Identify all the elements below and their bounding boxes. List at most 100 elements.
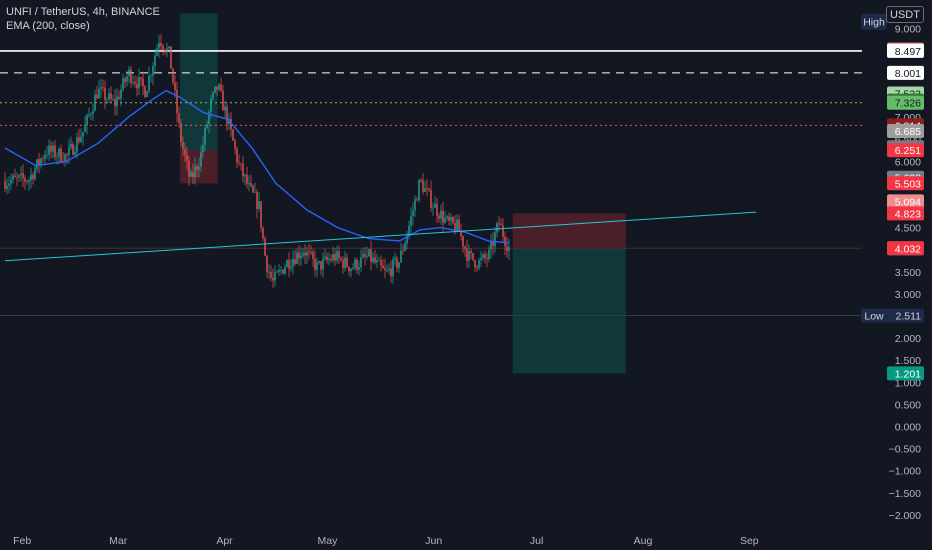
price-label-box[interactable] (887, 206, 924, 221)
candle-body[interactable] (120, 89, 122, 99)
candle-body[interactable] (118, 96, 120, 99)
candle-body[interactable] (372, 257, 374, 262)
candle-body[interactable] (156, 48, 158, 56)
candle-body[interactable] (130, 69, 132, 83)
price-label-box[interactable] (887, 143, 924, 158)
candle-body[interactable] (264, 238, 266, 256)
candle-body[interactable] (162, 45, 164, 50)
candle-body[interactable] (460, 231, 462, 236)
candle-body[interactable] (96, 94, 98, 99)
candle-body[interactable] (202, 144, 204, 153)
candle-body[interactable] (490, 241, 492, 250)
long-position-profit-zone[interactable] (179, 13, 218, 151)
candle-body[interactable] (454, 223, 456, 232)
candle-body[interactable] (440, 210, 442, 219)
candle-body[interactable] (216, 86, 218, 90)
candle-body[interactable] (270, 271, 272, 278)
candle-body[interactable] (428, 188, 430, 191)
candle-body[interactable] (72, 143, 74, 155)
candle-body[interactable] (394, 258, 396, 260)
candle-body[interactable] (492, 241, 494, 247)
candle-body[interactable] (178, 113, 180, 123)
candle-body[interactable] (306, 251, 308, 256)
candle-body[interactable] (188, 160, 190, 177)
candle-body[interactable] (282, 269, 284, 274)
candle-body[interactable] (46, 154, 48, 156)
candle-body[interactable] (478, 260, 480, 268)
candle-body[interactable] (160, 43, 162, 46)
candle-body[interactable] (168, 46, 170, 49)
candle-body[interactable] (332, 254, 334, 261)
candle-body[interactable] (190, 171, 192, 177)
candle-body[interactable] (476, 267, 478, 268)
candle-body[interactable] (132, 82, 134, 83)
candle-body[interactable] (14, 175, 16, 178)
candle-body[interactable] (254, 191, 256, 193)
candle-body[interactable] (398, 262, 400, 268)
candle-body[interactable] (430, 190, 432, 208)
candle-body[interactable] (286, 260, 288, 268)
candle-body[interactable] (70, 143, 72, 148)
candle-body[interactable] (292, 259, 294, 267)
price-label-box[interactable] (887, 194, 924, 209)
candle-body[interactable] (256, 191, 258, 209)
candle-body[interactable] (52, 145, 54, 152)
candle-body[interactable] (280, 269, 282, 271)
candle-body[interactable] (170, 46, 172, 69)
candle-body[interactable] (278, 269, 280, 272)
candle-body[interactable] (364, 254, 366, 257)
candle-body[interactable] (474, 260, 476, 268)
candle-body[interactable] (222, 90, 224, 111)
candle-body[interactable] (408, 225, 410, 236)
candle-body[interactable] (334, 254, 336, 261)
candle-body[interactable] (384, 268, 386, 271)
candle-body[interactable] (346, 257, 348, 267)
candle-body[interactable] (482, 254, 484, 258)
candle-body[interactable] (224, 106, 226, 111)
candle-body[interactable] (250, 182, 252, 186)
short-position-profit-zone[interactable] (512, 248, 626, 374)
candle-body[interactable] (18, 175, 20, 178)
candle-body[interactable] (106, 99, 108, 101)
candle-body[interactable] (504, 236, 506, 247)
candle-body[interactable] (400, 250, 402, 263)
candle-body[interactable] (488, 249, 490, 259)
candle-body[interactable] (350, 269, 352, 272)
candle-body[interactable] (78, 137, 80, 142)
candle-body[interactable] (464, 246, 466, 249)
candle-body[interactable] (284, 267, 286, 274)
candle-body[interactable] (64, 154, 66, 163)
candle-body[interactable] (338, 251, 340, 258)
candle-body[interactable] (206, 124, 208, 128)
candle-body[interactable] (314, 258, 316, 270)
candle-body[interactable] (198, 166, 200, 170)
candle-body[interactable] (426, 188, 428, 189)
candle-body[interactable] (124, 78, 126, 82)
candle-body[interactable] (294, 259, 296, 264)
candle-body[interactable] (380, 260, 382, 266)
candle-body[interactable] (240, 163, 242, 165)
candle-body[interactable] (32, 174, 34, 180)
candle-body[interactable] (126, 75, 128, 82)
candle-body[interactable] (328, 259, 330, 261)
candle-body[interactable] (326, 256, 328, 261)
candle-body[interactable] (102, 87, 104, 89)
candle-body[interactable] (4, 181, 6, 189)
candle-body[interactable] (410, 216, 412, 226)
candle-body[interactable] (498, 223, 500, 225)
candle-body[interactable] (122, 78, 124, 90)
candle-body[interactable] (348, 266, 350, 272)
candle-body[interactable] (262, 227, 264, 239)
candle-body[interactable] (180, 122, 182, 142)
candle-body[interactable] (412, 210, 414, 217)
candle-body[interactable] (234, 140, 236, 149)
candle-body[interactable] (500, 224, 502, 226)
candle-body[interactable] (220, 84, 222, 91)
candle-body[interactable] (422, 180, 424, 193)
candle-body[interactable] (276, 271, 278, 273)
candle-body[interactable] (174, 82, 176, 91)
candle-body[interactable] (442, 210, 444, 223)
candle-body[interactable] (186, 155, 188, 161)
candle-body[interactable] (50, 145, 52, 152)
price-label-box[interactable] (887, 176, 924, 191)
